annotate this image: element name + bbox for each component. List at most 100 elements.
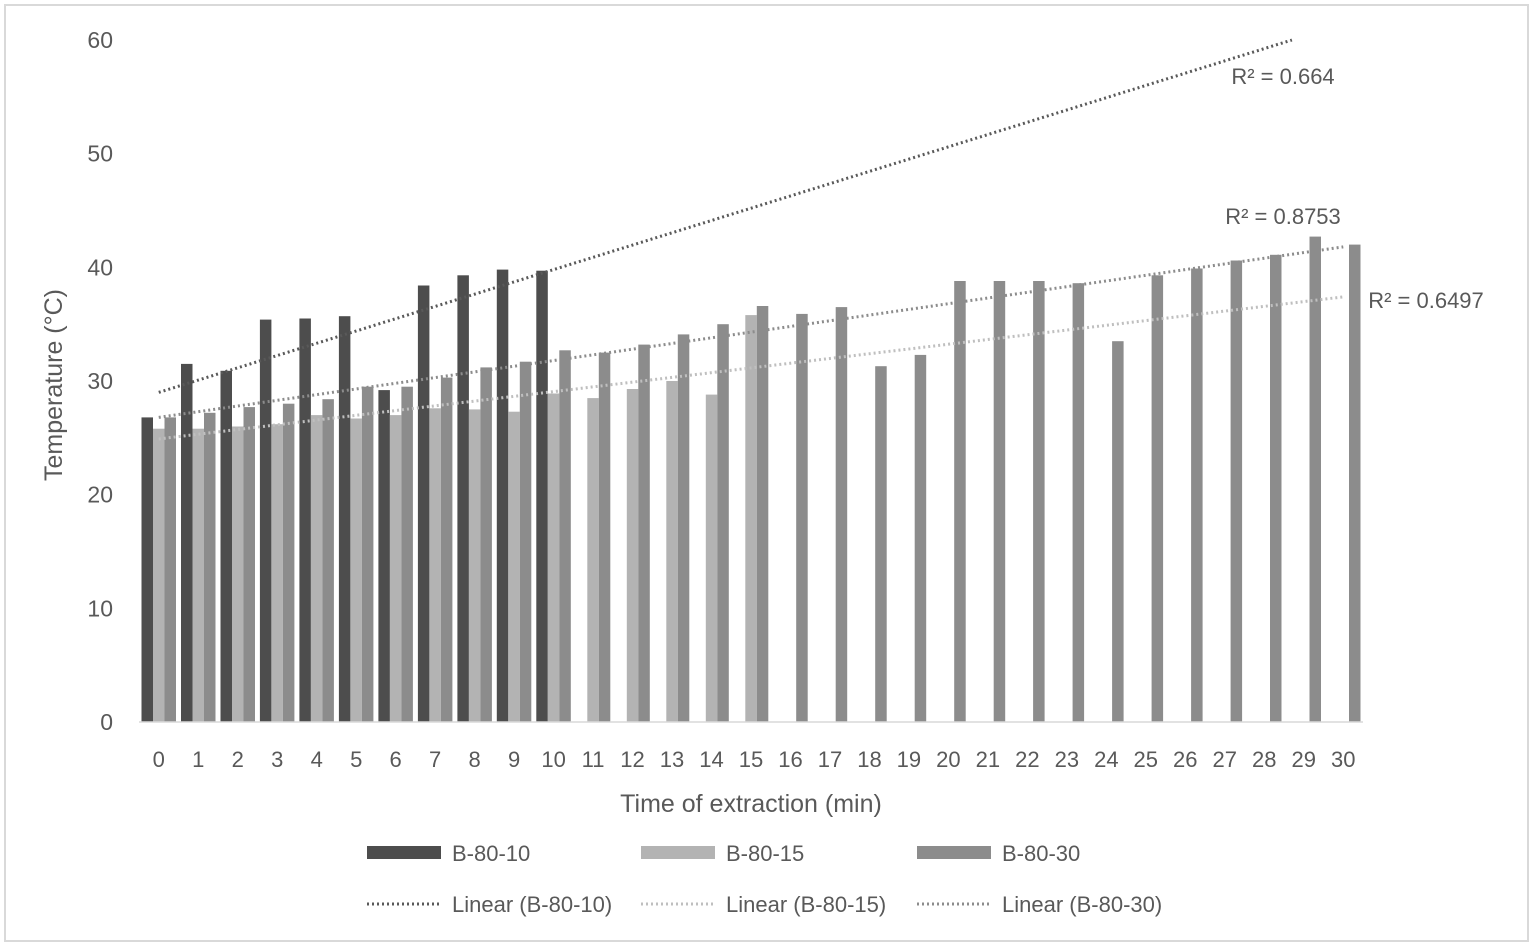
trendlines-layer	[158, 38, 1344, 441]
legend-swatch-b-80-10	[367, 846, 441, 859]
bar-b-80-30-1	[204, 412, 216, 722]
x-tick-17: 17	[818, 747, 842, 772]
bar-b-80-30-22	[1033, 281, 1045, 722]
x-tick-20: 20	[936, 747, 960, 772]
bar-b-80-30-27	[1230, 260, 1243, 722]
bar-b-80-30-24	[1112, 341, 1124, 722]
x-tick-21: 21	[976, 747, 1000, 772]
x-tick-29: 29	[1292, 747, 1316, 772]
x-tick-25: 25	[1134, 747, 1158, 772]
bar-b-80-30-23	[1072, 283, 1085, 722]
bar-b-80-30-13	[677, 334, 690, 722]
bar-b-80-30-3	[282, 403, 295, 722]
r2-label-b-80-15: R² = 0.6497	[1368, 288, 1484, 313]
x-tick-13: 13	[660, 747, 684, 772]
x-tick-labels: 0 1 2 3 4 5 6 7 8 9 10 11 12 13 14 15 16 17 18 19 20 21 22 23 24…	[153, 747, 1356, 772]
bar-b-80-30-16	[796, 313, 808, 722]
legend-swatch-b-80-30	[917, 846, 991, 859]
bar-b-80-30-25	[1151, 275, 1164, 722]
bar-b-80-15-6	[389, 415, 402, 722]
bar-b-80-30-17	[835, 307, 848, 722]
bar-b-80-30-5	[361, 386, 374, 722]
x-tick-1: 1	[192, 747, 204, 772]
bar-b-80-10-5	[338, 316, 351, 722]
x-tick-12: 12	[620, 747, 644, 772]
bar-b-80-30-2	[243, 407, 255, 722]
bar-b-80-15-2	[232, 426, 244, 722]
y-tick-0: 0	[100, 709, 113, 735]
x-tick-30: 30	[1331, 747, 1355, 772]
x-axis-title: Time of extraction (min)	[620, 790, 882, 818]
bar-b-80-30-30	[1349, 244, 1361, 722]
x-tick-5: 5	[350, 747, 362, 772]
bars-layer	[141, 236, 1361, 723]
bar-b-80-15-3	[271, 424, 283, 722]
y-tick-40: 40	[87, 254, 113, 280]
x-tick-2: 2	[232, 747, 244, 772]
bar-b-80-15-14	[705, 394, 718, 722]
x-tick-15: 15	[739, 747, 763, 772]
legend: B-80-10 B-80-15 B-80-30 Linear (B-80-10) Lin…	[367, 841, 1162, 917]
bar-b-80-30-18	[875, 366, 887, 722]
y-tick-60: 60	[87, 27, 113, 53]
bar-b-80-30-28	[1270, 254, 1282, 723]
y-tick-labels: 0 10 20 30 40 50 60	[87, 27, 113, 735]
bar-b-80-15-10	[547, 393, 560, 722]
bar-b-80-10-3	[259, 319, 272, 722]
x-tick-27: 27	[1213, 747, 1237, 772]
bar-b-80-10-2	[220, 370, 232, 722]
bar-b-80-10-1	[181, 363, 193, 722]
bar-b-80-30-8	[480, 367, 492, 722]
bar-b-80-15-0	[153, 428, 165, 722]
bar-b-80-30-10	[559, 350, 571, 722]
bar-b-80-15-8	[468, 409, 481, 722]
bar-b-80-30-20	[954, 281, 966, 722]
bar-b-80-15-15	[745, 315, 757, 722]
bar-b-80-15-1	[192, 428, 204, 722]
bar-b-80-15-5	[350, 418, 362, 722]
bar-b-80-30-21	[993, 281, 1006, 722]
bar-b-80-30-15	[756, 306, 769, 722]
bar-b-80-30-6	[401, 386, 413, 722]
bar-b-80-30-29	[1309, 236, 1321, 722]
bar-b-80-10-7	[417, 285, 430, 722]
bar-b-80-10-0	[141, 417, 153, 722]
bar-b-80-30-4	[322, 399, 334, 722]
bar-b-80-30-0	[164, 417, 176, 722]
y-tick-20: 20	[87, 482, 113, 508]
bar-b-80-10-10	[536, 270, 548, 722]
legend-label-linear-b-80-30: Linear (B-80-30)	[1002, 892, 1162, 917]
legend-swatch-b-80-15	[641, 846, 715, 859]
x-tick-9: 9	[508, 747, 520, 772]
bar-b-80-30-26	[1191, 268, 1203, 722]
x-tick-22: 22	[1015, 747, 1039, 772]
r2-label-b-80-10: R² = 0.664	[1231, 64, 1334, 89]
trendline-b-80-15	[158, 295, 1344, 441]
x-tick-3: 3	[271, 747, 283, 772]
legend-label-linear-b-80-10: Linear (B-80-10)	[452, 892, 612, 917]
bar-b-80-15-7	[429, 408, 441, 722]
bar-b-80-10-8	[457, 275, 469, 722]
legend-label-b-80-15: B-80-15	[726, 841, 804, 866]
x-tick-10: 10	[541, 747, 565, 772]
x-tick-23: 23	[1055, 747, 1079, 772]
bar-b-80-30-11	[598, 352, 611, 722]
r2-labels: R² = 0.664 R² = 0.6497 R² = 0.8753	[1225, 64, 1484, 313]
legend-label-b-80-10: B-80-10	[452, 841, 530, 866]
x-tick-7: 7	[429, 747, 441, 772]
x-tick-24: 24	[1094, 747, 1118, 772]
x-tick-16: 16	[778, 747, 802, 772]
x-tick-6: 6	[389, 747, 401, 772]
bar-b-80-30-14	[717, 324, 729, 722]
x-tick-4: 4	[311, 747, 323, 772]
bar-b-80-30-19	[914, 354, 927, 722]
r2-label-b-80-30: R² = 0.8753	[1225, 204, 1341, 229]
y-tick-30: 30	[87, 368, 113, 394]
x-tick-18: 18	[857, 747, 881, 772]
x-tick-0: 0	[153, 747, 165, 772]
bar-b-80-15-4	[310, 415, 323, 722]
bar-b-80-30-7	[440, 377, 453, 722]
x-tick-19: 19	[897, 747, 921, 772]
x-tick-26: 26	[1173, 747, 1197, 772]
